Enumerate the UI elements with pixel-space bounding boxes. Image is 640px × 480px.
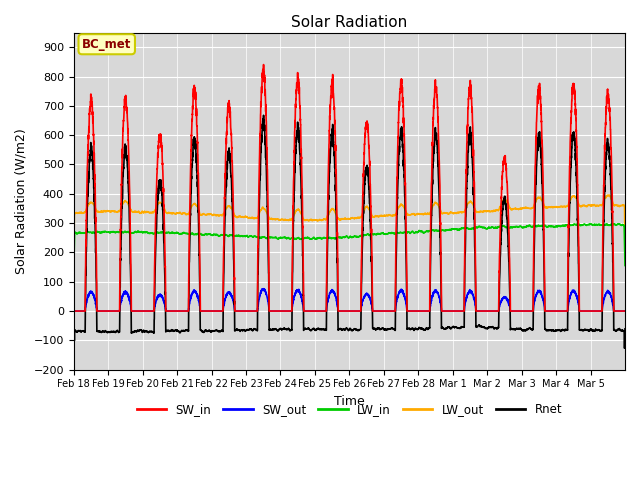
LW_in (399, 230, 407, 236)
Rnet (528, 327, 536, 333)
Line: SW_in: SW_in (74, 65, 625, 311)
SW_in (542, 308, 550, 314)
LW_in (70, 266, 77, 272)
X-axis label: Time: Time (334, 395, 365, 408)
LW_in (500, 224, 508, 229)
LW_out (399, 203, 407, 209)
LW_in (574, 221, 582, 227)
Rnet (70, 315, 77, 321)
SW_in (500, 155, 508, 161)
Rnet (500, 194, 508, 200)
LW_out (621, 245, 629, 251)
Title: Solar Radiation: Solar Radiation (291, 15, 408, 30)
Text: BC_met: BC_met (82, 38, 131, 51)
Line: SW_out: SW_out (74, 288, 625, 311)
SW_out (621, 308, 629, 314)
Line: LW_in: LW_in (74, 224, 625, 269)
LW_out (370, 214, 378, 220)
LW_in (542, 223, 550, 229)
LW_out (70, 259, 77, 265)
LW_out (500, 196, 508, 202)
Rnet (621, 326, 629, 332)
SW_out (370, 308, 378, 314)
LW_in (621, 263, 629, 268)
Rnet (399, 163, 407, 169)
SW_in (528, 308, 536, 314)
SW_out (542, 308, 550, 314)
LW_out (528, 205, 536, 211)
SW_out (260, 286, 268, 291)
SW_in (260, 62, 268, 68)
SW_out (500, 295, 508, 301)
SW_in (70, 308, 77, 314)
LW_out (184, 211, 192, 217)
SW_in (184, 308, 192, 314)
SW_in (621, 308, 629, 314)
LW_in (184, 231, 192, 237)
LW_out (605, 192, 613, 198)
Legend: SW_in, SW_out, LW_in, LW_out, Rnet: SW_in, SW_out, LW_in, LW_out, Rnet (132, 398, 567, 421)
SW_out (528, 308, 536, 314)
Line: LW_out: LW_out (74, 195, 625, 262)
SW_in (370, 308, 378, 314)
Rnet (260, 112, 268, 118)
Line: Rnet: Rnet (74, 115, 625, 348)
SW_out (70, 308, 77, 314)
LW_out (542, 204, 550, 210)
SW_out (184, 308, 192, 314)
Y-axis label: Solar Radiation (W/m2): Solar Radiation (W/m2) (15, 128, 28, 274)
LW_in (370, 232, 378, 238)
Rnet (184, 327, 192, 333)
SW_out (399, 291, 407, 297)
LW_in (528, 224, 536, 229)
Rnet (370, 326, 378, 332)
Rnet (621, 346, 628, 351)
SW_in (399, 120, 407, 126)
Rnet (542, 327, 550, 333)
